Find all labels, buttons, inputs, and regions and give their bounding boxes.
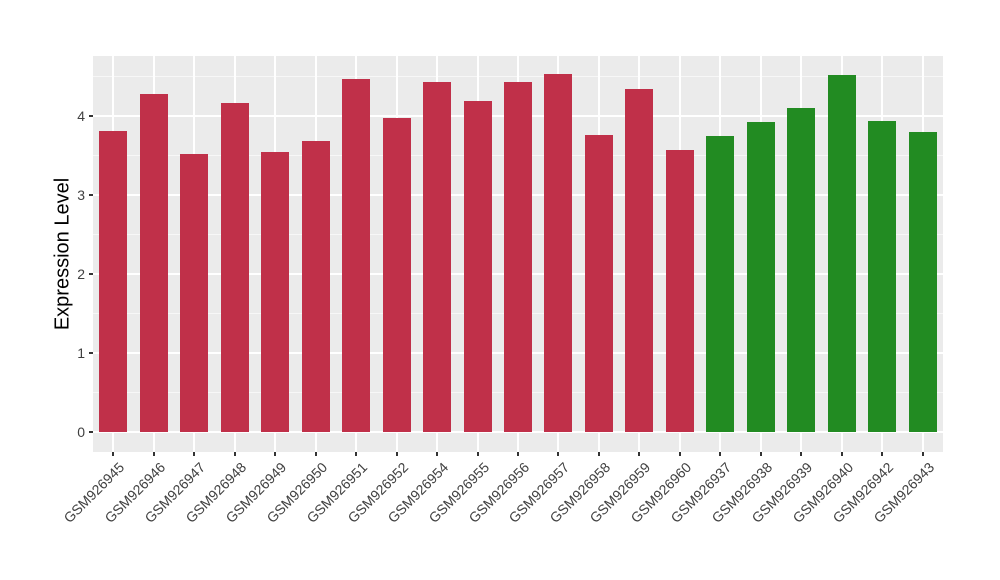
- bar-GSM926951: [342, 79, 371, 432]
- x-axis-tick: [921, 452, 924, 456]
- x-axis-tick: [678, 452, 681, 456]
- bar-GSM926957: [544, 74, 573, 432]
- bar-GSM926956: [504, 82, 532, 432]
- bar-GSM926958: [584, 134, 613, 432]
- y-axis-tick-label: 1: [77, 344, 85, 361]
- x-axis-tick: [840, 452, 843, 456]
- bar-GSM926937: [706, 136, 735, 432]
- x-axis-tick: [233, 452, 236, 456]
- bar-GSM926940: [827, 75, 856, 432]
- bar-GSM926952: [382, 117, 411, 432]
- x-axis-tick: [719, 452, 722, 456]
- bar-GSM926948: [220, 102, 249, 432]
- x-axis-tick: [759, 452, 762, 456]
- x-axis-tick: [881, 452, 884, 456]
- bar-GSM926947: [180, 154, 209, 432]
- bar-GSM926954: [423, 82, 452, 432]
- x-axis-tick: [800, 452, 803, 456]
- x-axis-tick: [193, 452, 196, 456]
- y-axis-tick: [89, 272, 93, 275]
- x-axis-tick: [314, 452, 317, 456]
- x-axis-tick: [395, 452, 398, 456]
- x-axis-tick: [274, 452, 277, 456]
- bar-GSM926938: [746, 121, 775, 432]
- bar-GSM926955: [463, 100, 492, 432]
- x-axis-tick: [436, 452, 439, 456]
- y-axis-tick-label: 2: [77, 265, 85, 282]
- bar-GSM926949: [261, 151, 290, 432]
- plot-panel: [93, 56, 943, 452]
- bar-GSM926959: [625, 88, 654, 432]
- bar-GSM926945: [99, 130, 128, 432]
- bar-GSM926939: [787, 107, 816, 432]
- y-axis-tick-label: 0: [77, 424, 85, 440]
- bar-GSM926946: [139, 94, 168, 432]
- x-axis-tick: [597, 452, 600, 456]
- x-axis-tick: [152, 452, 155, 456]
- y-axis-tick-label: 4: [77, 107, 85, 124]
- x-axis-tick: [638, 452, 641, 456]
- y-axis-title: Expression Level: [51, 177, 74, 331]
- x-axis-tick: [557, 452, 560, 456]
- x-axis-tick: [476, 452, 479, 456]
- bar-GSM926960: [665, 149, 694, 432]
- y-axis-tick: [89, 431, 93, 433]
- bar-GSM926943: [908, 132, 937, 432]
- y-axis-tick-label: 3: [77, 186, 85, 203]
- bar-GSM926942: [868, 121, 897, 432]
- x-axis-tick: [355, 452, 358, 456]
- y-axis-tick: [89, 193, 93, 196]
- x-axis-tick: [517, 452, 519, 456]
- y-axis-tick: [89, 114, 93, 117]
- x-axis-tick: [112, 452, 115, 456]
- y-axis-tick: [89, 351, 93, 354]
- bar-GSM926950: [301, 140, 330, 432]
